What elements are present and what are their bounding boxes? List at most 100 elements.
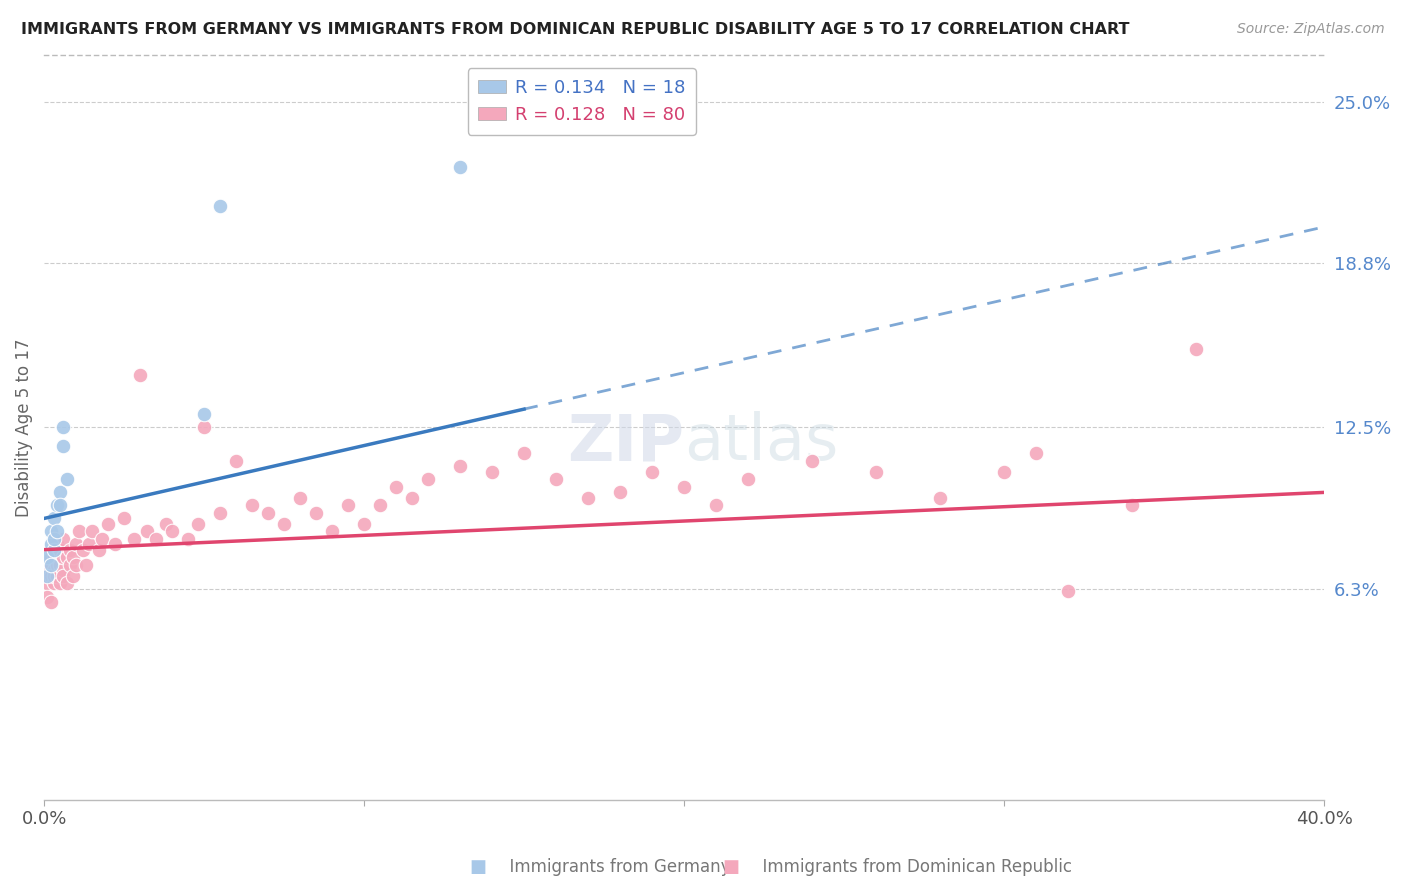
- Point: [337, 499, 360, 513]
- Point: [416, 472, 439, 486]
- Point: [45, 524, 67, 539]
- Point: [65, 558, 87, 573]
- Point: [546, 472, 568, 486]
- Point: [193, 420, 215, 434]
- Point: [368, 499, 391, 513]
- Point: [37, 564, 59, 578]
- Point: [1121, 499, 1143, 513]
- Point: [481, 465, 503, 479]
- Point: [42, 568, 65, 582]
- Point: [1025, 446, 1047, 460]
- Point: [97, 516, 120, 531]
- Point: [288, 491, 311, 505]
- Point: [225, 454, 247, 468]
- Point: [77, 537, 100, 551]
- Point: [42, 511, 65, 525]
- Point: [39, 558, 62, 573]
- Text: IMMIGRANTS FROM GERMANY VS IMMIGRANTS FROM DOMINICAN REPUBLIC DISABILITY AGE 5 T: IMMIGRANTS FROM GERMANY VS IMMIGRANTS FR…: [21, 22, 1129, 37]
- Point: [59, 558, 82, 573]
- Point: [37, 568, 59, 582]
- Point: [49, 542, 72, 557]
- Point: [87, 542, 110, 557]
- Point: [353, 516, 375, 531]
- Text: Immigrants from Germany: Immigrants from Germany: [499, 858, 731, 876]
- Point: [42, 542, 65, 557]
- Point: [209, 506, 232, 520]
- Point: [55, 550, 77, 565]
- Point: [801, 454, 824, 468]
- Point: [37, 576, 59, 591]
- Point: [55, 576, 77, 591]
- Point: [39, 568, 62, 582]
- Point: [103, 537, 125, 551]
- Point: [39, 550, 62, 565]
- Point: [67, 524, 90, 539]
- Point: [1057, 584, 1080, 599]
- Point: [49, 485, 72, 500]
- Point: [177, 533, 200, 547]
- Point: [45, 558, 67, 573]
- Text: ZIP: ZIP: [567, 411, 685, 474]
- Point: [42, 550, 65, 565]
- Point: [273, 516, 295, 531]
- Point: [193, 407, 215, 421]
- Point: [45, 568, 67, 582]
- Point: [112, 511, 135, 525]
- Y-axis label: Disability Age 5 to 17: Disability Age 5 to 17: [15, 338, 32, 516]
- Point: [704, 499, 727, 513]
- Point: [39, 595, 62, 609]
- Point: [257, 506, 280, 520]
- Point: [49, 558, 72, 573]
- Point: [305, 506, 328, 520]
- Point: [59, 542, 82, 557]
- Point: [37, 590, 59, 604]
- Point: [401, 491, 423, 505]
- Point: [42, 533, 65, 547]
- Point: [52, 568, 75, 582]
- Point: [52, 420, 75, 434]
- Point: [576, 491, 599, 505]
- Point: [449, 459, 471, 474]
- Point: [145, 533, 167, 547]
- Text: ■: ■: [470, 858, 486, 876]
- Point: [72, 542, 94, 557]
- Text: atlas: atlas: [685, 411, 838, 474]
- Point: [122, 533, 145, 547]
- Text: Source: ZipAtlas.com: Source: ZipAtlas.com: [1237, 22, 1385, 37]
- Text: Immigrants from Dominican Republic: Immigrants from Dominican Republic: [752, 858, 1073, 876]
- Text: ■: ■: [723, 858, 740, 876]
- Point: [129, 368, 152, 383]
- Point: [240, 499, 263, 513]
- Point: [1185, 343, 1208, 357]
- Point: [449, 160, 471, 174]
- Point: [49, 499, 72, 513]
- Point: [929, 491, 952, 505]
- Point: [737, 472, 759, 486]
- Point: [55, 472, 77, 486]
- Point: [37, 550, 59, 565]
- Point: [385, 480, 408, 494]
- Point: [52, 550, 75, 565]
- Legend: R = 0.134   N = 18, R = 0.128   N = 80: R = 0.134 N = 18, R = 0.128 N = 80: [468, 68, 696, 135]
- Point: [90, 533, 112, 547]
- Point: [673, 480, 696, 494]
- Point: [65, 537, 87, 551]
- Point: [609, 485, 631, 500]
- Point: [62, 568, 84, 582]
- Point: [39, 537, 62, 551]
- Point: [52, 533, 75, 547]
- Point: [865, 465, 887, 479]
- Point: [513, 446, 536, 460]
- Point: [39, 524, 62, 539]
- Point: [187, 516, 209, 531]
- Point: [641, 465, 664, 479]
- Point: [75, 558, 97, 573]
- Point: [135, 524, 157, 539]
- Point: [209, 199, 232, 213]
- Point: [42, 576, 65, 591]
- Point: [52, 438, 75, 452]
- Point: [62, 550, 84, 565]
- Point: [45, 537, 67, 551]
- Point: [42, 564, 65, 578]
- Point: [52, 564, 75, 578]
